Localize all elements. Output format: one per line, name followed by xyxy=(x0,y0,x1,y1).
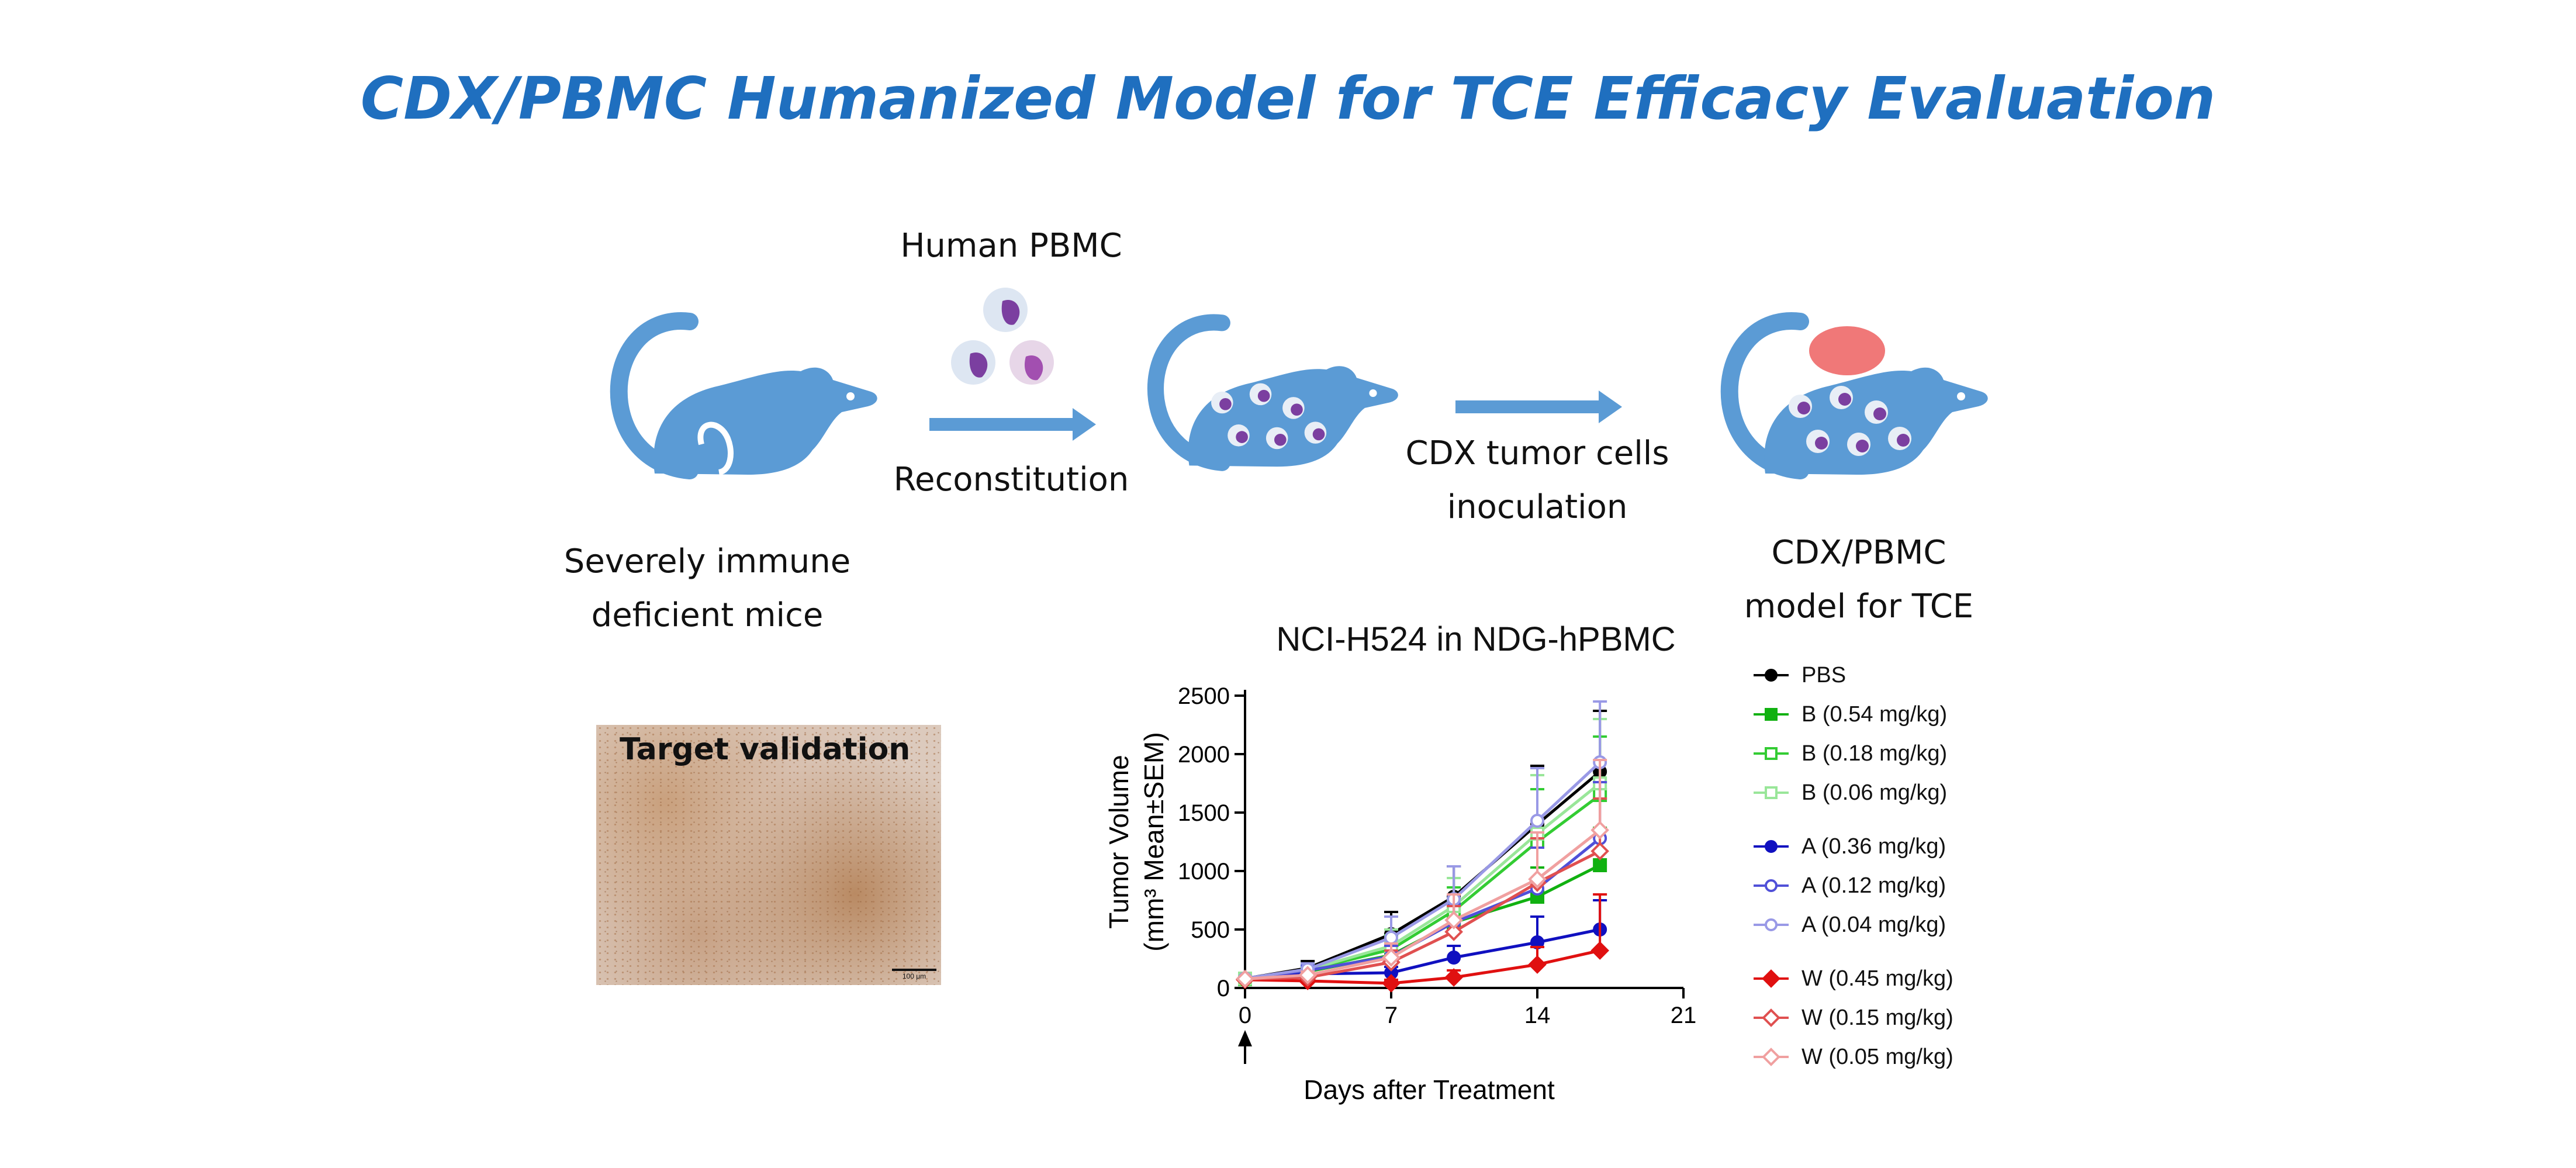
pbmc-label: Human PBMC xyxy=(900,227,1122,265)
data-point xyxy=(1384,931,1398,945)
y-tick-label: 2000 xyxy=(1178,742,1230,768)
y-tick-label: 0 xyxy=(1217,976,1230,1001)
data-point xyxy=(1590,941,1609,960)
mouse-icon-tumor-bearing xyxy=(1720,312,1988,479)
tumor-icon xyxy=(1809,326,1885,375)
inoculation-label: CDX tumor cells inoculation xyxy=(1405,434,1669,526)
y-tick-label: 500 xyxy=(1191,917,1230,943)
data-point xyxy=(1382,948,1401,967)
legend-marker-icon xyxy=(1754,786,1789,799)
chart-title: NCI-H524 in NDG-hPBMC xyxy=(1276,620,1676,658)
data-point xyxy=(1590,842,1609,861)
legend-item: B (0.18 mg/kg) xyxy=(1754,736,1947,771)
ihc-title: Target validation xyxy=(620,732,911,767)
y-axis-label: Tumor Volume xyxy=(1104,755,1134,928)
legend-label: A (0.36 mg/kg) xyxy=(1802,834,1946,859)
data-point xyxy=(1528,870,1547,889)
ihc-image: Target validation 100 μm xyxy=(596,725,941,985)
data-point xyxy=(1298,966,1317,984)
legend-marker-icon xyxy=(1754,840,1789,853)
mouse-icon-naive xyxy=(610,312,877,479)
legend-label: A (0.04 mg/kg) xyxy=(1802,912,1946,937)
legend-marker-icon xyxy=(1754,1008,1789,1027)
naive-mouse-caption: Severely immune deficient mice xyxy=(563,542,851,634)
model-caption: CDX/PBMC model for TCE xyxy=(1744,534,1974,626)
scale-bar: 100 μm xyxy=(892,969,936,980)
reconstitution-label: Reconstitution xyxy=(893,461,1129,499)
data-point xyxy=(1530,814,1544,828)
legend-item: W (0.05 mg/kg) xyxy=(1754,1039,1953,1074)
series-line-7 xyxy=(1244,949,1600,985)
y-tick-label: 1500 xyxy=(1178,800,1230,826)
data-point xyxy=(1382,974,1401,993)
data-point xyxy=(1444,922,1463,941)
dosing-arrowhead-icon xyxy=(1238,1030,1252,1046)
series-line-8 xyxy=(1244,849,1601,981)
legend-label: B (0.06 mg/kg) xyxy=(1802,780,1948,805)
legend-item: PBS xyxy=(1754,658,1846,693)
legend-item: B (0.06 mg/kg) xyxy=(1754,775,1947,810)
x-tick-label: 14 xyxy=(1524,1003,1551,1028)
legend-item: A (0.36 mg/kg) xyxy=(1754,829,1946,864)
legend-marker-icon xyxy=(1754,669,1789,682)
legend-label: B (0.54 mg/kg) xyxy=(1802,702,1948,727)
legend-marker-icon xyxy=(1754,969,1789,988)
legend-marker-icon xyxy=(1754,918,1789,931)
page-title: CDX/PBMC Humanized Model for TCE Efficac… xyxy=(360,64,2216,133)
scale-bar-label: 100 μm xyxy=(902,972,926,980)
reconstitution-arrow-icon xyxy=(929,408,1096,441)
mouse-icon-reconstituted xyxy=(1147,314,1398,471)
data-point xyxy=(1528,955,1547,974)
series-line-9 xyxy=(1244,829,1601,980)
legend-item: B (0.54 mg/kg) xyxy=(1754,697,1947,732)
legend-label: W (0.05 mg/kg) xyxy=(1802,1044,1953,1069)
legend-marker-icon xyxy=(1754,708,1789,721)
data-point xyxy=(1236,969,1254,989)
legend-label: W (0.15 mg/kg) xyxy=(1802,1005,1953,1030)
legend-item: W (0.45 mg/kg) xyxy=(1754,961,1953,996)
data-point xyxy=(1590,821,1609,839)
legend-label: B (0.18 mg/kg) xyxy=(1802,741,1948,766)
data-point xyxy=(1447,951,1461,965)
series-line-2 xyxy=(1244,793,1601,980)
legend-label: W (0.45 mg/kg) xyxy=(1802,966,1953,991)
y-axis-unit-label: (mm³ Mean±SEM) xyxy=(1139,732,1169,951)
legend-item: A (0.12 mg/kg) xyxy=(1754,868,1946,903)
legend-label: A (0.12 mg/kg) xyxy=(1802,873,1946,898)
series-line-6 xyxy=(1244,761,1601,980)
data-point xyxy=(1444,968,1463,987)
pbmc-cells-icon xyxy=(951,288,1054,385)
x-axis-label: Days after Treatment xyxy=(1303,1074,1555,1105)
series-line-5 xyxy=(1244,837,1601,980)
legend-item: W (0.15 mg/kg) xyxy=(1754,1000,1953,1035)
legend-marker-icon xyxy=(1754,747,1789,760)
legend-item: A (0.04 mg/kg) xyxy=(1754,907,1946,942)
x-tick-label: 0 xyxy=(1239,1003,1251,1028)
x-tick-label: 7 xyxy=(1385,1003,1398,1028)
legend-marker-icon xyxy=(1754,1048,1789,1066)
pbmc-cells-in-mouse xyxy=(1211,383,1327,450)
legend-marker-icon xyxy=(1754,879,1789,892)
data-point xyxy=(1444,911,1463,929)
data-point xyxy=(1593,858,1607,872)
legend-label: PBS xyxy=(1802,662,1847,687)
y-tick-label: 1000 xyxy=(1178,859,1230,884)
tumor-volume-chart: 0 500 1000 1500 2000 2500 0 7 14 21 Days after Tre… xyxy=(1104,683,1697,1105)
x-tick-label: 21 xyxy=(1671,1003,1697,1028)
inoculation-arrow-icon xyxy=(1455,391,1622,423)
y-tick-label: 2500 xyxy=(1178,683,1230,709)
